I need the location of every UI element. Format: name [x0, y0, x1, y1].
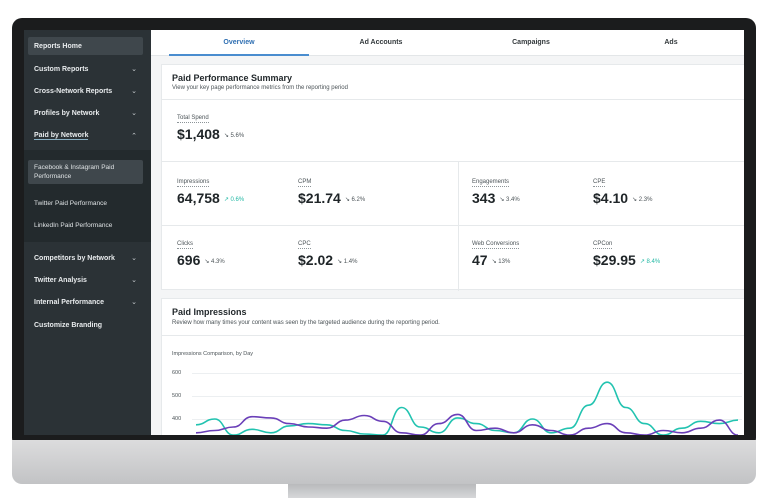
metric-label-impressions: Impressions — [177, 179, 210, 187]
summary-title: Paid Performance Summary — [172, 73, 293, 83]
main-content: Overview Ad Accounts Campaigns Ads Paid … — [151, 30, 744, 435]
sidebar-item-competitors-by-network[interactable]: Competitors by Network ⌄ — [28, 249, 143, 267]
active-tab-indicator — [169, 54, 309, 56]
series-line-previous — [195, 413, 739, 435]
chevron-up-icon: ⌃ — [131, 133, 137, 140]
sidebar-item-reports-home[interactable]: Reports Home — [28, 37, 143, 55]
monitor-stand — [288, 484, 476, 498]
metric-delta: ↘ 3.4% — [499, 197, 520, 203]
divider — [162, 335, 744, 336]
series-line-current — [195, 381, 739, 435]
sidebar-item-paid-by-network[interactable]: Paid by Network ⌃ — [28, 127, 143, 145]
metric-delta: ↘ 1.4% — [337, 259, 358, 265]
sidebar-item-label: Profiles by Network — [34, 109, 100, 117]
metric-value-web-conversions: 47 ↘ 13% — [472, 252, 510, 268]
divider — [458, 161, 459, 291]
gridline — [192, 373, 742, 374]
y-tick-label: 400 — [172, 416, 182, 422]
chart-title: Impressions Comparison, by Day — [172, 351, 254, 357]
chevron-down-icon: ⌄ — [131, 255, 137, 262]
metric-label-cpcon: CPCon — [593, 241, 613, 249]
metric-delta: ↘ 13% — [491, 259, 511, 265]
sidebar-item-twitter-analysis[interactable]: Twitter Analysis ⌄ — [28, 271, 143, 289]
gridline — [192, 396, 742, 397]
sidebar-item-cross-network-reports[interactable]: Cross-Network Reports ⌄ — [28, 82, 143, 100]
tab-ads[interactable]: Ads — [664, 39, 678, 46]
metric-delta: ↘ 2.3% — [632, 197, 653, 203]
impressions-title: Paid Impressions — [172, 307, 247, 317]
sidebar-item-customize-branding[interactable]: Customize Branding — [28, 316, 143, 334]
metric-value-cpe: $4.10 ↘ 2.3% — [593, 190, 652, 206]
metric-label-cpe: CPE — [593, 179, 606, 187]
metric-delta: ↗ 0.6% — [223, 197, 245, 203]
impressions-card: Paid Impressions Review how many times y… — [161, 298, 744, 435]
summary-subtitle: View your key page performance metrics f… — [172, 85, 348, 91]
metric-number: $1,408 — [177, 126, 220, 142]
metric-number: $29.95 — [593, 252, 636, 268]
metric-value-engagements: 343 ↘ 3.4% — [472, 190, 520, 206]
sidebar-item-internal-performance[interactable]: Internal Performance ⌄ — [28, 293, 143, 311]
tab-bar: Overview Ad Accounts Campaigns Ads — [151, 30, 744, 56]
chevron-down-icon: ⌄ — [131, 299, 137, 306]
chevron-down-icon: ⌄ — [131, 88, 137, 95]
y-tick-label: 500 — [172, 393, 182, 399]
sidebar-item-label: Custom Reports — [34, 65, 89, 73]
chevron-down-icon: ⌄ — [131, 110, 137, 117]
metric-value-total-spend: $1,408 ↘ 5.6% — [177, 126, 244, 142]
sidebar-item-label: Customize Branding — [34, 321, 103, 329]
sidebar-nav: Reports Home Custom Reports ⌄ Cross-Netw… — [24, 30, 151, 435]
divider — [162, 225, 744, 226]
impressions-line-chart — [195, 381, 739, 435]
metric-value-cpc: $2.02 ↘ 1.4% — [298, 252, 357, 268]
metric-number: 343 — [472, 190, 496, 206]
impressions-subtitle: Review how many times your content was s… — [172, 320, 440, 326]
sidebar-item-label: Cross-Network Reports — [34, 87, 113, 95]
metric-number: $2.02 — [298, 252, 334, 268]
sidebar-item-label: Internal Performance — [34, 298, 105, 306]
metric-number: $21.74 — [298, 190, 341, 206]
metric-delta: ↘ 4.3% — [204, 259, 225, 265]
tab-overview[interactable]: Overview — [223, 39, 255, 46]
sidebar-item-label: Competitors by Network — [34, 254, 115, 262]
sidebar-subitem-linkedin-paid[interactable]: LinkedIn Paid Performance — [34, 222, 113, 229]
tab-campaigns[interactable]: Campaigns — [512, 39, 550, 46]
chevron-down-icon: ⌄ — [131, 66, 137, 73]
metric-value-cpm: $21.74 ↘ 6.2% — [298, 190, 365, 206]
metric-delta: ↘ 6.2% — [344, 197, 366, 203]
sidebar-item-custom-reports[interactable]: Custom Reports ⌄ — [28, 60, 143, 78]
metric-number: 64,758 — [177, 190, 220, 206]
divider — [162, 161, 744, 162]
metric-number: 696 — [177, 252, 201, 268]
metric-label-clicks: Clicks — [177, 241, 193, 249]
sidebar-item-label: Reports Home — [34, 42, 82, 50]
metric-label-web-conversions: Web Conversions — [472, 241, 520, 249]
metric-label-cpc: CPC — [298, 241, 311, 249]
metric-value-clicks: 696 ↘ 4.3% — [177, 252, 225, 268]
sidebar-item-label: Twitter Analysis — [34, 276, 87, 284]
y-tick-label: 600 — [172, 370, 182, 376]
metric-delta: ↘ 5.6% — [223, 133, 245, 139]
monitor-chin — [12, 440, 756, 484]
sidebar-item-label: Paid by Network — [34, 132, 89, 140]
metric-label-engagements: Engagements — [472, 179, 510, 187]
metric-value-cpcon: $29.95 ↗ 8.4% — [593, 252, 660, 268]
sidebar-subitem-facebook-instagram-paid[interactable]: Facebook & Instagram Paid Performance — [28, 160, 143, 184]
gridline — [192, 419, 742, 420]
metric-label-total-spend: Total Spend — [177, 115, 209, 123]
summary-card: Paid Performance Summary View your key p… — [161, 64, 744, 291]
sidebar-item-profiles-by-network[interactable]: Profiles by Network ⌄ — [28, 104, 143, 122]
metric-value-impressions: 64,758 ↗ 0.6% — [177, 190, 244, 206]
sidebar-submenu: Facebook & Instagram Paid Performance Tw… — [24, 150, 151, 242]
chevron-down-icon: ⌄ — [131, 277, 137, 284]
metric-delta: ↗ 8.4% — [639, 259, 661, 265]
app-screen: Reports Home Custom Reports ⌄ Cross-Netw… — [24, 30, 744, 435]
metric-label-cpm: CPM — [298, 179, 312, 187]
tab-ad-accounts[interactable]: Ad Accounts — [359, 39, 403, 46]
metric-number: $4.10 — [593, 190, 629, 206]
metric-number: 47 — [472, 252, 488, 268]
sidebar-subitem-twitter-paid[interactable]: Twitter Paid Performance — [34, 200, 107, 207]
divider — [162, 99, 744, 100]
